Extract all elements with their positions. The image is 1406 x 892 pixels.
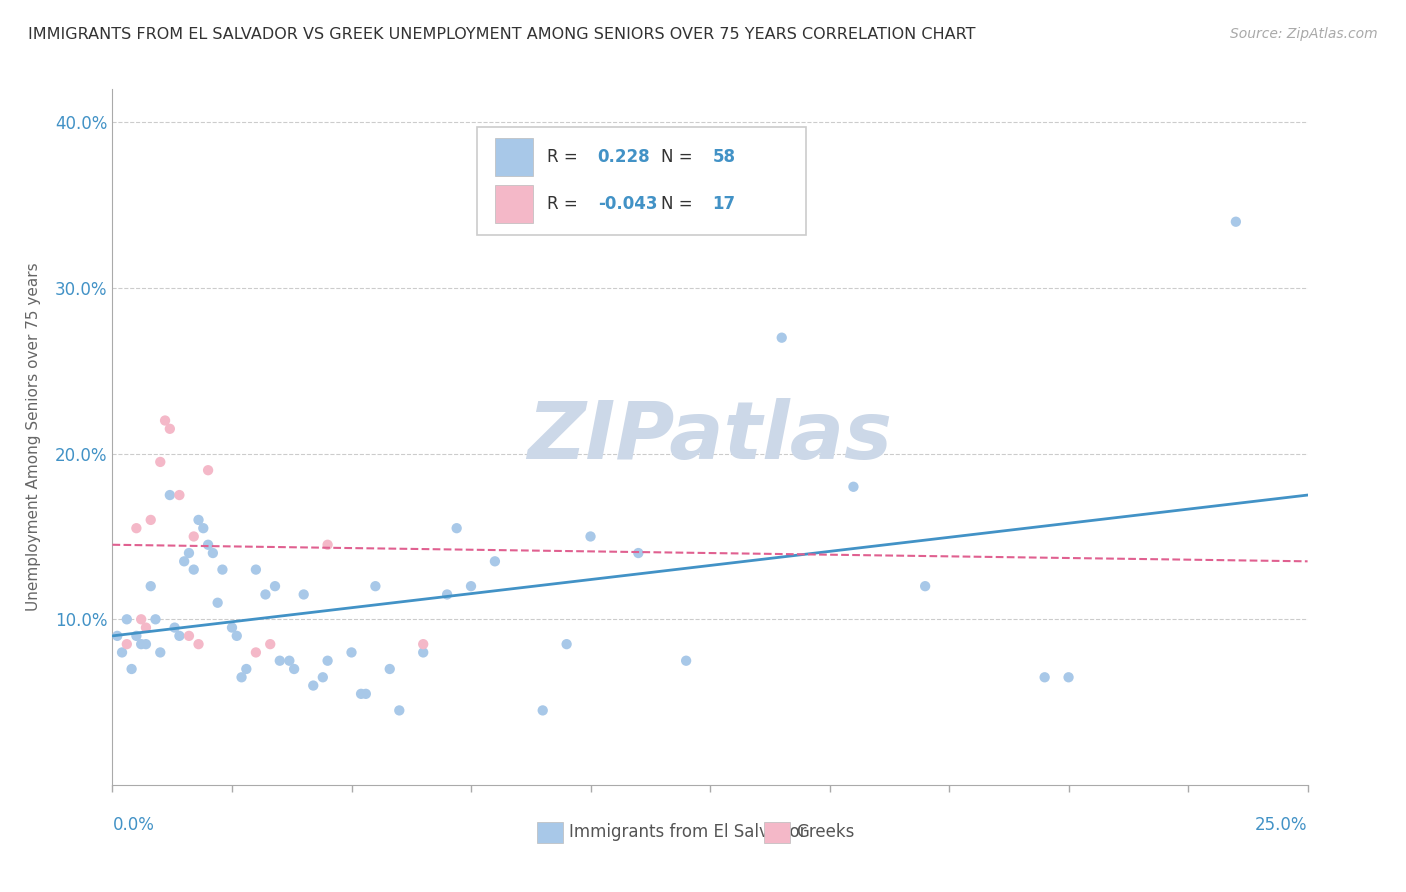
Point — [139, 579, 162, 593]
Point — [115, 612, 138, 626]
Point — [173, 554, 195, 568]
Point — [211, 563, 233, 577]
Bar — [495, 185, 533, 223]
Point — [197, 538, 219, 552]
Text: -0.043: -0.043 — [598, 194, 657, 212]
Point — [579, 529, 602, 543]
Point — [125, 629, 148, 643]
Point — [446, 521, 468, 535]
FancyBboxPatch shape — [477, 128, 806, 235]
Point — [125, 521, 148, 535]
Point — [163, 621, 186, 635]
Text: 17: 17 — [713, 194, 735, 212]
Point — [283, 662, 305, 676]
Point — [350, 687, 373, 701]
Point — [115, 637, 138, 651]
Text: 0.0%: 0.0% — [112, 816, 155, 834]
Point — [169, 488, 191, 502]
Point — [187, 513, 209, 527]
Point — [129, 637, 152, 651]
Point — [159, 488, 181, 502]
Point — [197, 463, 219, 477]
Point — [412, 637, 434, 651]
Text: R =: R = — [547, 194, 583, 212]
Bar — [537, 822, 562, 843]
Point — [207, 596, 229, 610]
Point — [555, 637, 578, 651]
Point — [364, 579, 387, 593]
Point — [201, 546, 224, 560]
Point — [436, 587, 458, 601]
Bar — [495, 138, 533, 177]
Point — [129, 612, 152, 626]
Point — [269, 654, 291, 668]
Point — [105, 629, 128, 643]
Point — [531, 703, 554, 717]
Point — [235, 662, 257, 676]
Point — [278, 654, 301, 668]
Point — [187, 637, 209, 651]
Point — [111, 645, 134, 659]
Point — [177, 629, 200, 643]
Point — [259, 637, 281, 651]
Point — [412, 645, 434, 659]
Point — [842, 480, 865, 494]
Text: Immigrants from El Salvador: Immigrants from El Salvador — [569, 823, 807, 841]
Bar — [763, 822, 790, 843]
Point — [770, 331, 793, 345]
Text: 58: 58 — [713, 148, 735, 166]
Point — [914, 579, 936, 593]
Point — [316, 654, 339, 668]
Text: N =: N = — [661, 194, 697, 212]
Point — [149, 455, 172, 469]
Point — [149, 645, 172, 659]
Point — [159, 422, 181, 436]
Point — [378, 662, 401, 676]
Point — [221, 621, 243, 635]
Point — [245, 563, 267, 577]
Text: N =: N = — [661, 148, 697, 166]
Text: Source: ZipAtlas.com: Source: ZipAtlas.com — [1230, 27, 1378, 41]
Point — [264, 579, 287, 593]
Point — [135, 637, 157, 651]
Point — [316, 538, 339, 552]
Point — [193, 521, 215, 535]
Point — [183, 563, 205, 577]
Point — [340, 645, 363, 659]
Point — [231, 670, 253, 684]
Point — [139, 513, 162, 527]
Text: R =: R = — [547, 148, 583, 166]
Point — [183, 529, 205, 543]
Point — [675, 654, 697, 668]
Point — [153, 413, 176, 427]
Point — [1225, 215, 1247, 229]
Point — [292, 587, 315, 601]
Point — [245, 645, 267, 659]
Point — [388, 703, 411, 717]
Text: 0.228: 0.228 — [598, 148, 651, 166]
Point — [312, 670, 335, 684]
Point — [177, 546, 200, 560]
Point — [225, 629, 247, 643]
Point — [354, 687, 377, 701]
Point — [254, 587, 277, 601]
Point — [627, 546, 650, 560]
Text: Greeks: Greeks — [796, 823, 855, 841]
Point — [121, 662, 143, 676]
Text: 25.0%: 25.0% — [1256, 816, 1308, 834]
Point — [1057, 670, 1080, 684]
Point — [302, 679, 325, 693]
Point — [169, 629, 191, 643]
Y-axis label: Unemployment Among Seniors over 75 years: Unemployment Among Seniors over 75 years — [27, 263, 41, 611]
Point — [135, 621, 157, 635]
Point — [145, 612, 167, 626]
Text: ZIPatlas: ZIPatlas — [527, 398, 893, 476]
Text: IMMIGRANTS FROM EL SALVADOR VS GREEK UNEMPLOYMENT AMONG SENIORS OVER 75 YEARS CO: IMMIGRANTS FROM EL SALVADOR VS GREEK UNE… — [28, 27, 976, 42]
Point — [1033, 670, 1056, 684]
Point — [460, 579, 482, 593]
Point — [484, 554, 506, 568]
